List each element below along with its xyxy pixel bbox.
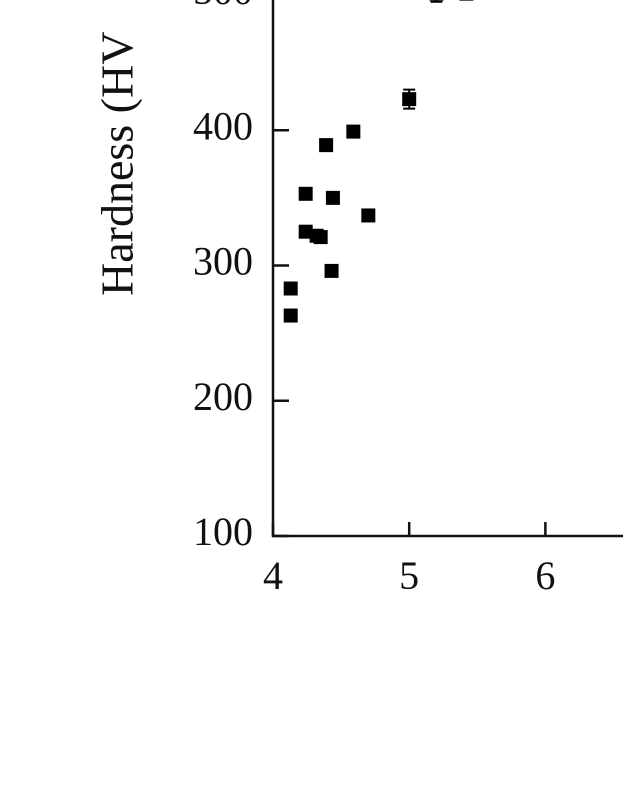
point — [346, 124, 361, 139]
x-tick-label: 6 — [535, 553, 555, 598]
x-tick-label: 5 — [399, 553, 419, 598]
y-tick-label: 100 — [193, 509, 253, 554]
point — [325, 190, 340, 205]
error-bar — [430, 0, 443, 3]
point — [298, 224, 313, 239]
y-tick-label: 500 — [193, 0, 253, 13]
y-tick-label: 200 — [193, 374, 253, 419]
point — [313, 230, 328, 245]
point — [429, 0, 444, 1]
point — [402, 92, 417, 107]
point — [283, 308, 298, 323]
y-tick-label: 300 — [193, 239, 253, 284]
point — [324, 263, 339, 278]
y-tick-label: 400 — [193, 103, 253, 148]
point — [283, 281, 298, 296]
y-axis-label: Hardness (HV — [92, 32, 143, 296]
point — [319, 138, 334, 153]
x-tick-label: 4 — [263, 553, 283, 598]
point — [459, 0, 474, 1]
point — [298, 186, 313, 201]
point — [361, 208, 376, 223]
